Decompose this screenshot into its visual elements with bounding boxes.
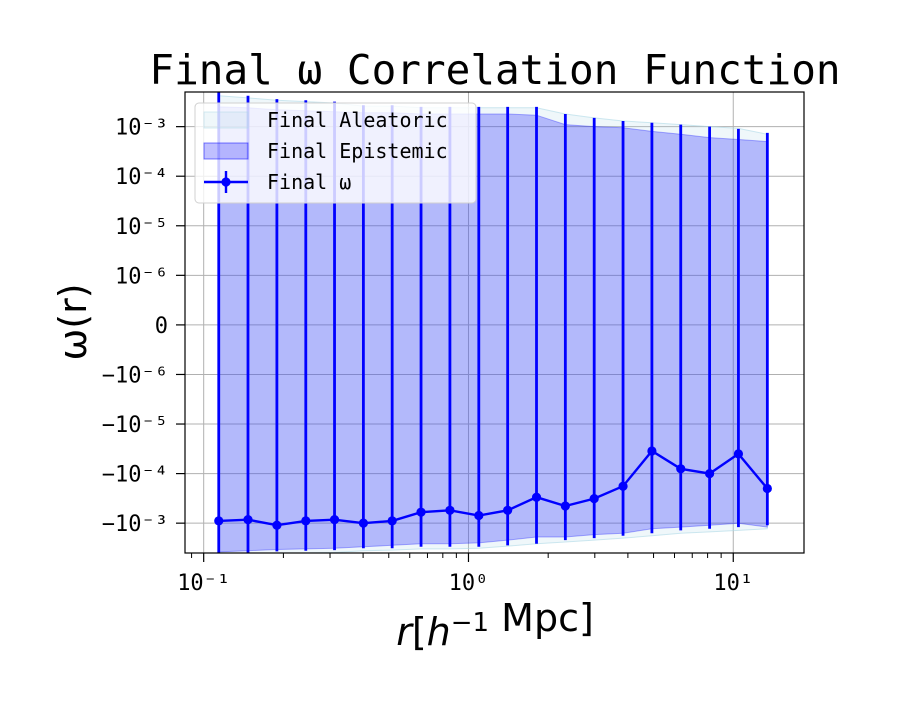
data-point bbox=[762, 483, 772, 494]
y-tick-label: 10⁻⁶ bbox=[115, 264, 168, 289]
legend-swatch bbox=[203, 142, 249, 160]
chart-title: Final ω Correlation Function bbox=[149, 46, 840, 94]
x-tick-label: 10⁻¹ bbox=[177, 571, 230, 596]
y-tick-label: −10⁻³ bbox=[102, 512, 168, 537]
series-layer bbox=[214, 92, 772, 553]
x-tick-label: 10⁰ bbox=[449, 571, 489, 596]
data-point bbox=[647, 446, 657, 456]
data-point bbox=[358, 518, 368, 528]
plot-frame bbox=[184, 91, 805, 554]
omega-line bbox=[218, 449, 769, 527]
y-tick-label: −10⁻⁶ bbox=[102, 363, 168, 388]
data-point bbox=[243, 515, 253, 525]
y-tick-label: 10⁻⁵ bbox=[115, 215, 168, 240]
x-label-part: r bbox=[396, 610, 414, 654]
legend-swatch bbox=[203, 111, 249, 129]
legend-label: Final Epistemic bbox=[267, 139, 448, 163]
y-tick-label: 10⁻³ bbox=[115, 116, 168, 141]
data-point bbox=[589, 494, 599, 504]
data-point bbox=[560, 501, 570, 511]
y-tick-label: −10⁻⁴ bbox=[102, 463, 168, 488]
data-point bbox=[214, 516, 224, 526]
plot-area: 10⁻¹ 10⁰ 10¹ 10⁻³ 10⁻⁴ 10⁻⁵ 10⁻⁶ 0 −10⁻⁶ −10⁻⁵ −10… bbox=[102, 91, 805, 596]
legend-label: Final ω bbox=[267, 170, 351, 194]
x-label-part: Mpc] bbox=[489, 596, 594, 640]
legend: Final Aleatoric Final Epistemic Final ω bbox=[194, 102, 477, 204]
y-axis-label: ω(r) bbox=[51, 283, 95, 360]
legend-swatch-marker bbox=[221, 177, 231, 187]
y-tick-label: −10⁻⁵ bbox=[102, 413, 168, 438]
data-point bbox=[503, 505, 513, 515]
x-axis-label: r[h−1 Mpc] bbox=[396, 596, 594, 654]
data-point bbox=[272, 520, 282, 530]
data-point bbox=[329, 515, 340, 525]
data-point bbox=[733, 449, 744, 459]
data-point bbox=[474, 510, 484, 521]
data-point bbox=[387, 516, 397, 526]
data-point bbox=[416, 507, 426, 517]
legend-box bbox=[194, 102, 477, 204]
data-point bbox=[705, 468, 715, 479]
y-tick-label: 10⁻⁴ bbox=[115, 165, 168, 190]
x-tick-label: 10¹ bbox=[713, 571, 753, 596]
data-point bbox=[676, 464, 686, 474]
x-label-part: [ bbox=[412, 610, 427, 654]
data-point bbox=[301, 516, 311, 526]
legend-label: Final Aleatoric bbox=[267, 108, 448, 132]
data-point bbox=[618, 481, 628, 491]
x-label-exponent: −1 bbox=[451, 608, 489, 638]
x-label-part: h bbox=[427, 610, 451, 654]
data-point bbox=[445, 505, 455, 515]
data-point bbox=[531, 492, 542, 502]
y-tick-label: 0 bbox=[155, 314, 168, 339]
